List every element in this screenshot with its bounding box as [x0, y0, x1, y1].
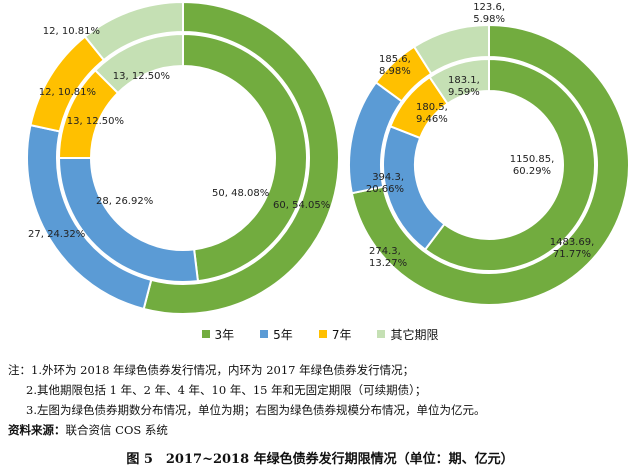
chart2-outer-label-5yr: 274.3, 13.27%: [369, 246, 407, 269]
legend-label-other: 其它期限: [390, 327, 439, 342]
legend-item-5yr: 5年: [260, 326, 293, 343]
chart1-inner-slice-other: [93, 32, 184, 95]
legend-swatch-7yr: [318, 330, 327, 338]
chart1-outer-label-7yr: 12, 10.81%: [39, 87, 96, 98]
legend-label-3yr: 3年: [214, 327, 235, 342]
source-value: 联合资信 COS 系统: [65, 423, 168, 437]
legend-label-7yr: 7年: [331, 327, 352, 342]
note-line-2: 2.其他期限包括 1 年、2 年、4 年、10 年、15 年和无固定期限（可续期…: [26, 383, 427, 397]
chart1-inner-label-3yr: 50, 48.08%: [212, 188, 269, 199]
chart2-outer-label-other: 185.6, 8.98%: [379, 54, 411, 77]
chart1-outer-slice-3yr: [142, 0, 340, 315]
chart2-inner-label-other: 180.5, 9.46%: [416, 102, 448, 125]
chart1-outer-label-3yr: 60, 54.05%: [273, 200, 330, 211]
chart2-inner-slice-3yr: [423, 57, 596, 272]
note-line-3: 3.左图为绿色债券期数分布情况，单位为期；右图为绿色债券规模分布情况，单位为亿元…: [26, 403, 486, 417]
figure-caption: 图 5 2017~2018 年绿色债券发行期限情况（单位：期、亿元）: [126, 452, 514, 467]
note-line-1: 注：1.外环为 2018 年绿色债券发行情况，内环为 2017 年绿色债券发行情…: [8, 363, 415, 377]
chart2-outer-slice-other: [412, 23, 490, 76]
chart2-inner-label-5yr: 394.3, 20.66%: [366, 172, 404, 195]
chart1-outer-label-other: 12, 10.81%: [43, 26, 100, 37]
chart1-inner-slice-3yr: [182, 32, 308, 283]
chart1-inner-label-5yr: 28, 26.92%: [96, 196, 153, 207]
chart2-outer-label-3yr: 1483.69, 71.77%: [550, 237, 595, 260]
legend-swatch-5yr: [260, 330, 269, 338]
chart1-outer-label-5yr: 27, 24.32%: [28, 229, 85, 240]
chart-legend: 3年 5年 7年 其它期限: [0, 322, 640, 346]
chart2-inner-slice-other: [428, 57, 490, 106]
legend-item-other: 其它期限: [377, 326, 438, 343]
legend-swatch-3yr: [201, 330, 210, 338]
donut-charts: 60, 54.05% 27, 24.32% 12, 10.81% 12, 10.81%…: [26, 0, 630, 315]
source-line: 资料来源：联合资信 COS 系统: [8, 420, 636, 440]
chart2-inner-label-3yr: 1150.85, 60.29%: [510, 154, 555, 177]
chart1-inner-label-other: 13, 12.50%: [113, 71, 170, 82]
source-label: 资料来源：: [8, 423, 66, 437]
chart1-outer-slice-other: [83, 0, 184, 62]
chart1-inner-label-7yr: 13, 12.50%: [67, 116, 124, 127]
chart2-outer-slice-3yr: [350, 23, 630, 306]
chart2-inner-label-7yr: 183.1, 9.59%: [448, 75, 480, 98]
legend-item-3yr: 3年: [201, 326, 235, 343]
chart2-outer-label-7yr: 123.6, 5.98%: [473, 2, 505, 25]
legend-swatch-other: [377, 330, 386, 338]
legend-item-7yr: 7年: [318, 326, 352, 343]
legend-label-5yr: 5年: [273, 327, 293, 342]
chart-notes: 注：1.外环为 2018 年绿色债券发行情况，内环为 2017 年绿色债券发行情…: [8, 360, 636, 440]
